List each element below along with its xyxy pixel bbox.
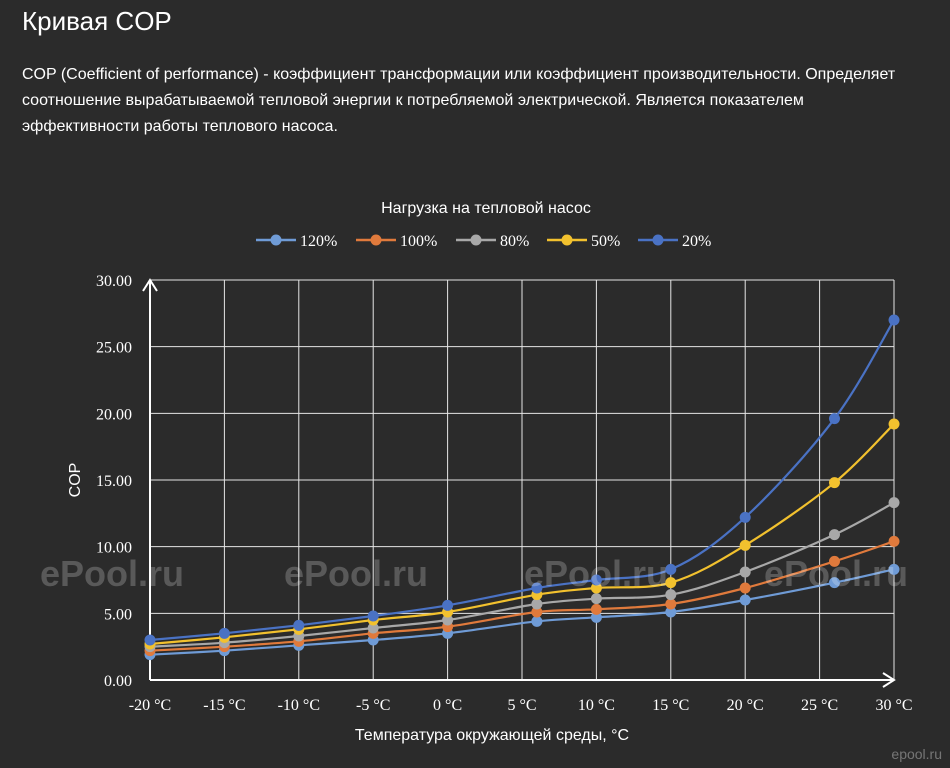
x-axis-label: Температура окружающей среды, °C	[355, 727, 629, 744]
watermark-text: ePool.ru	[524, 553, 668, 594]
data-point	[442, 599, 454, 611]
series-120-pct	[144, 563, 900, 661]
y-tick-label: 0.00	[104, 673, 132, 690]
y-axis-arrow	[142, 278, 158, 292]
legend-label: 20%	[682, 233, 711, 250]
data-point	[828, 477, 840, 489]
page-description: COP (Coefficient of performance) - коэфф…	[22, 66, 896, 135]
legend-dot-marker	[270, 234, 282, 246]
x-tick-label: 0 °C	[433, 697, 462, 714]
data-point	[367, 622, 379, 634]
legend-dot-marker	[561, 234, 573, 246]
x-axis-arrow	[882, 672, 896, 688]
data-point	[531, 582, 543, 594]
data-point	[739, 511, 751, 523]
data-point	[665, 598, 677, 610]
legend-item: 100%	[356, 233, 437, 250]
data-point	[144, 634, 156, 646]
legend-item: 20%	[638, 233, 711, 250]
data-point	[828, 529, 840, 541]
data-point	[590, 582, 602, 594]
x-tick-label: 25 °C	[801, 697, 838, 714]
data-point	[665, 563, 677, 575]
data-point	[367, 610, 379, 622]
y-tick-label: 20.00	[96, 406, 132, 423]
data-point	[293, 619, 305, 631]
legend-dot-marker	[470, 234, 482, 246]
data-point	[739, 566, 751, 578]
chart-legend: 120% 100% 80% 50% 20%	[256, 233, 711, 250]
data-point	[739, 582, 751, 594]
data-point	[888, 314, 900, 326]
data-point	[888, 535, 900, 547]
watermark-text: ePool.ru	[40, 553, 184, 594]
data-point	[828, 577, 840, 589]
data-point	[531, 606, 543, 618]
legend-item: 120%	[256, 233, 337, 250]
legend-dot-marker	[370, 234, 382, 246]
x-tick-label: -10 °C	[278, 697, 320, 714]
x-tick-label: 20 °C	[727, 697, 764, 714]
watermark-text: ePool.ru	[764, 553, 908, 594]
legend-item: 50%	[547, 233, 620, 250]
data-point	[531, 615, 543, 627]
legend-item: 80%	[456, 233, 529, 250]
y-tick-label: 25.00	[96, 340, 132, 357]
data-point	[590, 593, 602, 605]
y-tick-label: 10.00	[96, 540, 132, 557]
page-title: Кривая COP	[22, 6, 172, 36]
chart-text: 0.00 5.00 10.00 15.00 20.00 25.00 30.00 -20 °C -…	[67, 200, 913, 744]
data-point	[739, 539, 751, 551]
y-tick-label: 15.00	[96, 473, 132, 490]
chart-axes	[142, 278, 896, 688]
data-point	[590, 611, 602, 623]
x-tick-label: 15 °C	[652, 697, 689, 714]
watermark-group: ePool.ru ePool.ru ePool.ru ePool.ru	[40, 553, 908, 594]
series-line	[149, 319, 895, 642]
data-point	[590, 574, 602, 586]
legend-dot-marker	[652, 234, 664, 246]
x-tick-label: 5 °C	[507, 697, 536, 714]
data-point	[828, 413, 840, 425]
watermark-text: ePool.ru	[284, 553, 428, 594]
legend-label: 80%	[500, 233, 529, 250]
data-point	[828, 555, 840, 567]
legend-label: 100%	[400, 233, 437, 250]
chart-title: Нагрузка на тепловой насос	[381, 200, 591, 217]
data-point	[590, 603, 602, 615]
data-point	[739, 594, 751, 606]
data-point	[442, 614, 454, 626]
legend-label: 50%	[591, 233, 620, 250]
y-axis-label: COP	[67, 463, 84, 498]
x-tick-label: -15 °C	[203, 697, 245, 714]
data-point	[665, 606, 677, 618]
y-tick-label: 30.00	[96, 273, 132, 290]
data-point	[665, 577, 677, 589]
data-point	[888, 497, 900, 509]
x-tick-label: 30 °C	[875, 697, 912, 714]
x-tick-label: -5 °C	[356, 697, 390, 714]
x-tick-label: -20 °C	[129, 697, 171, 714]
legend-label: 120%	[300, 233, 337, 250]
data-point	[218, 627, 230, 639]
data-point	[888, 418, 900, 430]
data-point	[531, 598, 543, 610]
y-tick-label: 5.00	[104, 606, 132, 623]
x-tick-label: 10 °C	[578, 697, 615, 714]
data-point	[888, 563, 900, 575]
chart-series	[144, 314, 900, 661]
corner-logo: epool.ru	[891, 746, 942, 762]
data-point	[665, 589, 677, 601]
series-20-pct	[144, 314, 900, 646]
